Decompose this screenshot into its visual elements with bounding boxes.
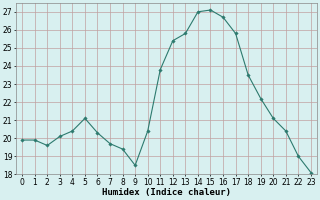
X-axis label: Humidex (Indice chaleur): Humidex (Indice chaleur) xyxy=(102,188,231,197)
